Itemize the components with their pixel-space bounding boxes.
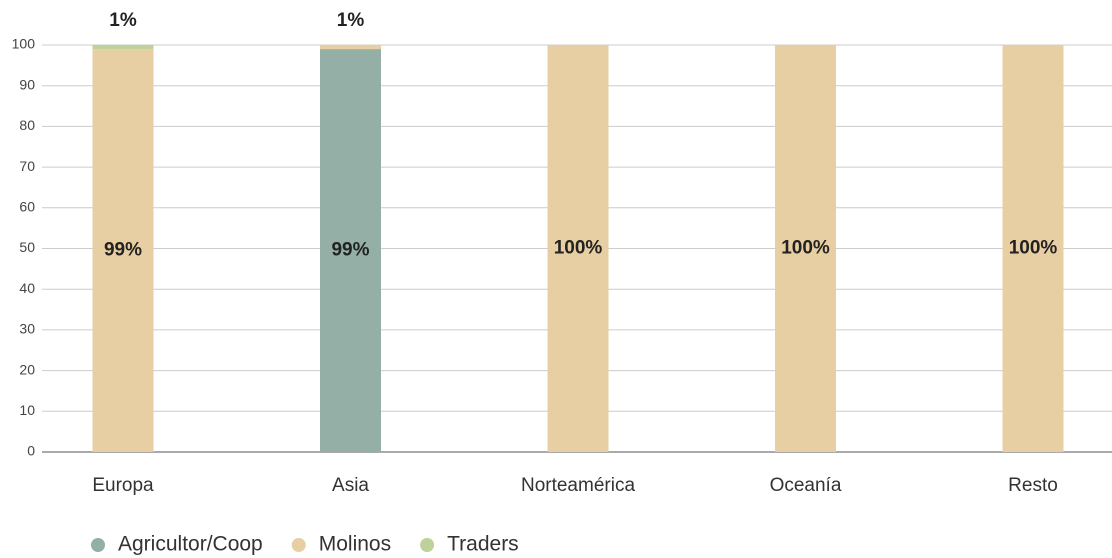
y-tick-label: 100 <box>12 36 36 52</box>
y-tick-label: 90 <box>19 76 35 92</box>
bar-segment <box>320 49 381 452</box>
bar-segment <box>92 49 154 452</box>
bar-segment <box>320 45 381 50</box>
y-tick-label: 20 <box>19 361 35 377</box>
data-label: 100% <box>781 238 830 259</box>
data-label: 99% <box>104 240 142 261</box>
data-label: 99% <box>331 240 369 261</box>
legend-marker <box>291 538 306 552</box>
legend-marker <box>420 538 435 552</box>
x-tick-label: Asia <box>332 475 369 496</box>
y-tick-label: 60 <box>19 199 35 215</box>
y-tick-label: 30 <box>19 321 35 337</box>
x-tick-label: Europa <box>92 475 154 496</box>
legend-label: Molinos <box>319 533 391 556</box>
y-tick-label: 50 <box>19 239 35 255</box>
y-tick-label: 80 <box>19 117 35 133</box>
data-label: 1% <box>109 10 137 31</box>
data-label: 100% <box>554 238 603 259</box>
legend-label: Traders <box>447 533 519 556</box>
data-label: 1% <box>337 10 365 31</box>
y-tick-label: 10 <box>19 402 35 418</box>
data-label: 100% <box>1009 238 1058 259</box>
bar-segment <box>92 45 154 50</box>
x-tick-label: Oceanía <box>770 475 842 496</box>
x-tick-label: Norteamérica <box>521 475 635 496</box>
y-tick-label: 0 <box>27 443 35 459</box>
legend-label: Agricultor/Coop <box>118 533 263 556</box>
bar-segment <box>547 45 609 452</box>
y-tick-label: 40 <box>19 280 35 296</box>
x-tick-label: Resto <box>1008 475 1058 496</box>
bar-segment <box>775 45 836 452</box>
legend-marker <box>91 538 105 552</box>
y-tick-label: 70 <box>19 158 35 174</box>
bar-segment <box>1002 45 1064 452</box>
